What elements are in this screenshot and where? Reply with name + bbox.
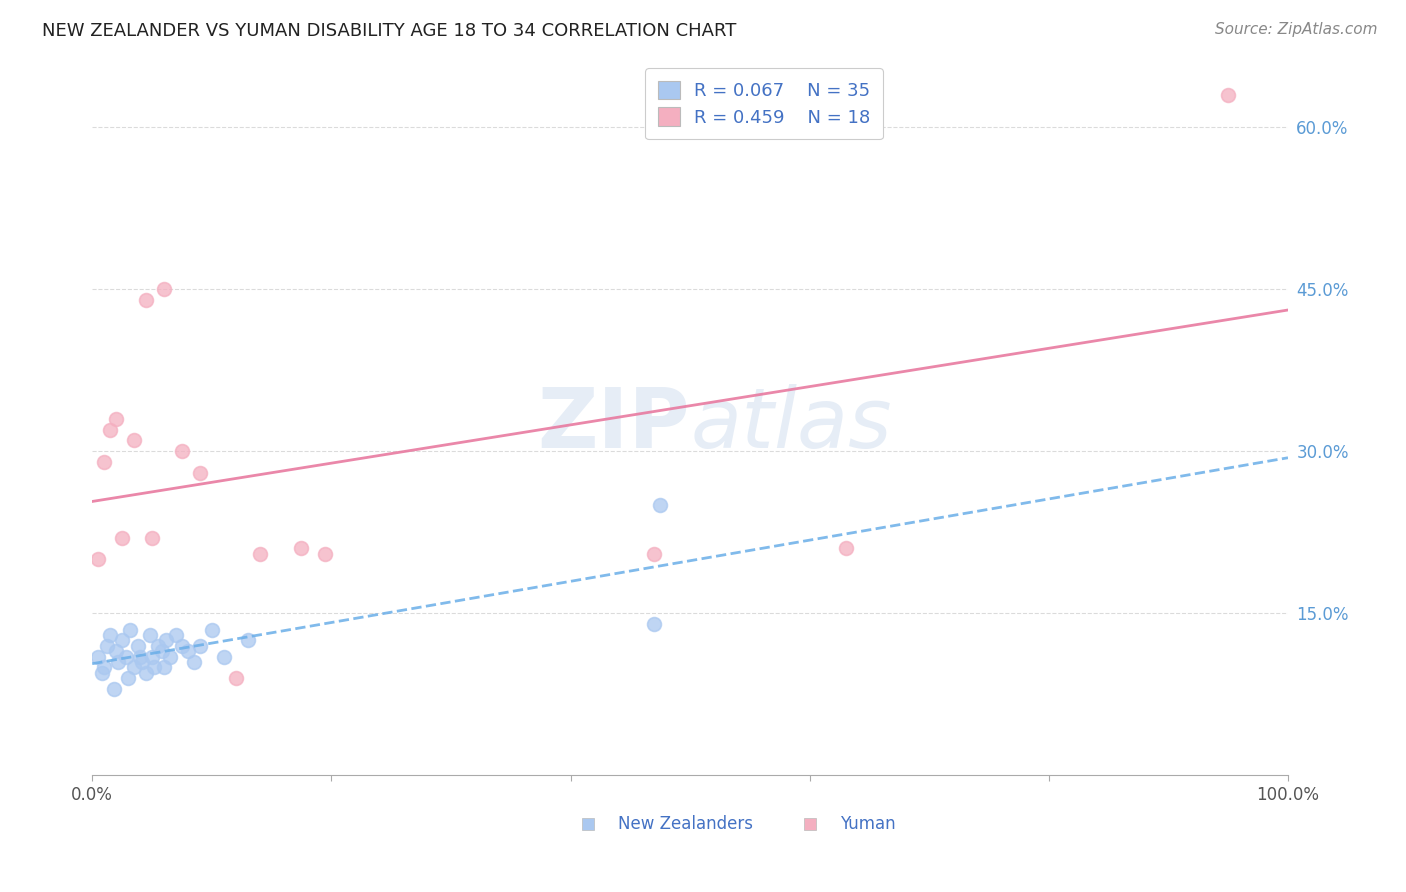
Point	[135, 293, 157, 307]
Point	[107, 655, 129, 669]
Point	[290, 541, 312, 556]
Point	[135, 665, 157, 680]
Text: Yuman: Yuman	[839, 815, 896, 833]
Point	[159, 649, 181, 664]
Point	[98, 628, 121, 642]
Point	[236, 633, 259, 648]
Point	[138, 628, 160, 642]
Point	[127, 639, 149, 653]
Text: ZIP: ZIP	[537, 384, 690, 465]
Point	[314, 547, 336, 561]
Point	[103, 681, 125, 696]
Point	[170, 639, 193, 653]
Point	[834, 541, 856, 556]
Point	[131, 655, 153, 669]
Point	[143, 660, 166, 674]
Point	[141, 649, 163, 664]
Point	[643, 547, 665, 561]
Point	[153, 282, 176, 296]
Point	[188, 466, 211, 480]
Text: atlas: atlas	[690, 384, 891, 465]
Point	[117, 671, 139, 685]
Point	[98, 423, 121, 437]
Point	[111, 633, 134, 648]
Point	[122, 434, 145, 448]
Point	[122, 660, 145, 674]
Point	[650, 498, 672, 512]
Point	[249, 547, 271, 561]
Point	[201, 623, 224, 637]
Point	[120, 623, 142, 637]
Text: Source: ZipAtlas.com: Source: ZipAtlas.com	[1215, 22, 1378, 37]
Text: NEW ZEALANDER VS YUMAN DISABILITY AGE 18 TO 34 CORRELATION CHART: NEW ZEALANDER VS YUMAN DISABILITY AGE 18…	[42, 22, 737, 40]
Point	[129, 649, 152, 664]
Point	[105, 412, 128, 426]
Point	[93, 455, 115, 469]
Point	[177, 644, 200, 658]
Point	[155, 633, 177, 648]
Point	[212, 649, 235, 664]
Text: New Zealanders: New Zealanders	[619, 815, 754, 833]
Point	[87, 552, 110, 566]
Point	[111, 531, 134, 545]
Point	[188, 639, 211, 653]
Point	[146, 639, 169, 653]
Point	[183, 655, 205, 669]
Point	[93, 660, 115, 674]
Point	[105, 644, 128, 658]
Point	[165, 628, 187, 642]
Point	[1218, 87, 1240, 102]
Point	[170, 444, 193, 458]
Point	[150, 644, 173, 658]
Point	[87, 649, 110, 664]
Point	[96, 639, 118, 653]
Point	[141, 531, 163, 545]
Legend: R = 0.067    N = 35, R = 0.459    N = 18: R = 0.067 N = 35, R = 0.459 N = 18	[645, 68, 883, 139]
Point	[643, 617, 665, 632]
Point	[153, 660, 176, 674]
Point	[114, 649, 136, 664]
Point	[90, 665, 112, 680]
Point	[225, 671, 247, 685]
